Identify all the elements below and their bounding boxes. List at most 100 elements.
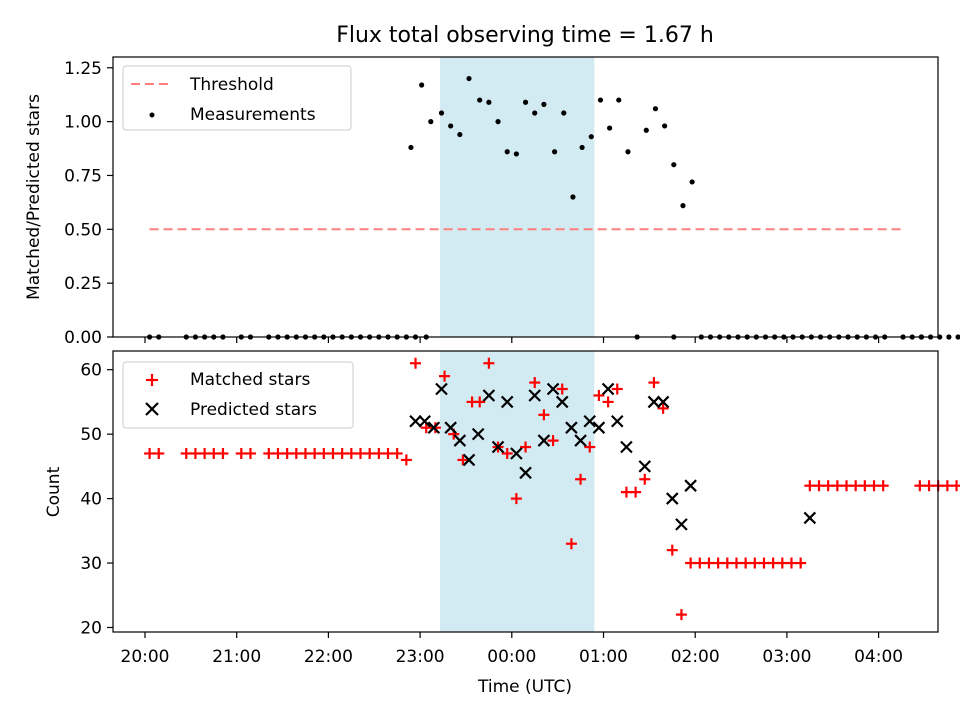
measurements-legend-label: Measurements xyxy=(190,105,316,125)
predicted-star-point xyxy=(409,414,422,428)
measurement-point xyxy=(671,162,677,168)
count-panel: 20 30 40 50 60 20:00 21:00 22:00 23:00 00:00 01:0… xyxy=(44,350,960,697)
matched-star-point xyxy=(877,480,889,492)
count-y-tick-label: 60 xyxy=(80,361,102,381)
time-x-tick-label: 20:00 xyxy=(121,647,170,667)
matched-star-point xyxy=(795,557,807,569)
matched-star-point xyxy=(749,557,761,569)
measurement-point xyxy=(438,110,445,116)
matched-star-point xyxy=(299,447,311,459)
matched-star-point xyxy=(831,480,843,492)
ratio-y-tick-label: 0.00 xyxy=(64,328,102,348)
matched-star-point xyxy=(776,557,788,569)
predicted-star-point xyxy=(665,492,679,505)
matched-star-point xyxy=(345,447,357,459)
matched-star-point xyxy=(410,357,422,369)
count-y-tick-label: 20 xyxy=(80,618,102,638)
matched-star-point xyxy=(675,609,687,621)
matched-star-point xyxy=(391,447,403,459)
predicted-star-point xyxy=(555,395,569,409)
predicted-star-markers xyxy=(409,382,817,531)
measurement-point xyxy=(597,97,604,103)
measurement-point xyxy=(607,125,613,131)
count-legend: Matched stars Predicted stars xyxy=(122,361,354,429)
matched-star-point xyxy=(208,447,220,459)
matched-star-point xyxy=(666,544,678,556)
measurement-point xyxy=(643,127,649,133)
matched-star-point xyxy=(144,447,156,459)
matched-star-point xyxy=(556,383,568,395)
count-y-axis-label: Count xyxy=(44,466,64,517)
ratio-y-tick-label: 0.25 xyxy=(64,274,102,294)
observing-window-highlight xyxy=(439,57,595,337)
matched-star-point xyxy=(859,480,871,492)
matched-star-point xyxy=(400,454,412,466)
matched-star-point xyxy=(951,480,960,492)
measurement-point xyxy=(561,110,567,116)
matched-star-point xyxy=(712,557,724,569)
matched-star-point xyxy=(850,480,862,492)
matched-star-point xyxy=(639,473,651,485)
predicted-star-point xyxy=(427,421,441,434)
matched-star-point xyxy=(593,389,605,401)
matched-star-point xyxy=(529,377,541,389)
predicted-legend-swatch xyxy=(145,402,159,416)
matched-star-point xyxy=(217,447,229,459)
matched-star-point xyxy=(657,402,669,414)
predicted-star-point xyxy=(546,382,560,396)
ratio-y-tick-label: 1.00 xyxy=(64,113,102,133)
ratio-legend-box xyxy=(122,65,352,131)
threshold-legend-label: Threshold xyxy=(189,75,274,95)
predicted-star-point xyxy=(471,427,485,441)
predicted-star-point xyxy=(444,421,457,434)
count-y-tick-label: 50 xyxy=(80,425,102,445)
predicted-star-point xyxy=(638,460,652,473)
predicted-star-point xyxy=(583,414,597,428)
matched-star-point xyxy=(244,447,256,459)
matched-star-point xyxy=(281,447,293,459)
measurement-point xyxy=(486,99,492,105)
predicted-star-point xyxy=(647,395,661,409)
predicted-star-point xyxy=(610,414,624,428)
matched-legend-swatch xyxy=(146,374,158,386)
count-plot-frame xyxy=(112,350,939,633)
matched-star-point xyxy=(547,435,559,447)
predicted-star-point xyxy=(574,434,587,447)
predicted-star-point xyxy=(482,389,496,402)
time-x-tick-label: 22:00 xyxy=(304,647,353,667)
predicted-legend-label: Predicted stars xyxy=(190,400,317,420)
predicted-star-point xyxy=(565,421,578,434)
time-x-tick-label: 01:00 xyxy=(579,647,628,667)
matched-star-point xyxy=(914,480,926,492)
matched-star-point xyxy=(730,557,742,569)
measurement-point xyxy=(689,179,695,185)
predicted-star-point xyxy=(453,434,467,447)
matched-star-point xyxy=(382,447,394,459)
measurement-point xyxy=(457,131,463,138)
matched-star-point xyxy=(474,396,486,408)
ratio-x-ticks xyxy=(144,337,880,343)
predicted-star-point xyxy=(500,395,514,409)
measurement-point xyxy=(541,101,547,107)
matched-star-point xyxy=(483,357,495,369)
predicted-star-point xyxy=(803,511,817,525)
matched-star-point xyxy=(767,557,779,569)
measurement-point xyxy=(570,194,576,200)
matched-star-point xyxy=(336,447,348,459)
measurement-point xyxy=(419,82,425,88)
measurement-point xyxy=(588,134,594,140)
predicted-star-point xyxy=(675,518,688,531)
matched-star-point xyxy=(758,557,770,569)
measurement-point xyxy=(579,144,585,151)
matched-star-point xyxy=(263,447,275,459)
ratio-y-tick-label: 0.75 xyxy=(64,166,102,186)
matched-star-point xyxy=(703,557,715,569)
measurement-point xyxy=(551,149,558,155)
matched-star-point xyxy=(501,447,513,459)
ratio-legend: Threshold Measurements xyxy=(122,65,352,131)
matched-star-point xyxy=(235,447,247,459)
matched-legend-label: Matched stars xyxy=(190,370,310,390)
predicted-star-point xyxy=(519,466,532,480)
matched-star-point xyxy=(439,370,451,382)
